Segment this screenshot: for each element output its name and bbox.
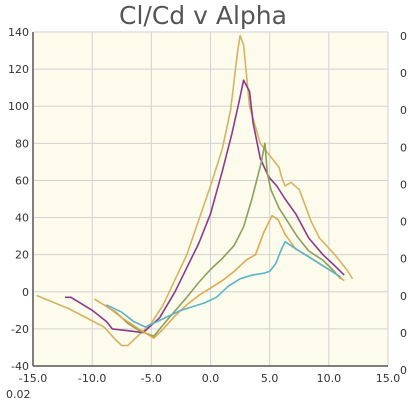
right-axis-tick-label: 0 [400, 216, 407, 229]
series-group [36, 34, 354, 347]
series-line-3 [103, 142, 342, 338]
x-tick-label: -10.0 [78, 372, 106, 385]
right-axis-tick-label: 0 [400, 178, 407, 191]
right-axis-tick-label: 0 [400, 30, 407, 43]
series-line-5 [106, 240, 342, 328]
axes [32, 32, 388, 367]
x-tick-label: -15.0 [19, 372, 47, 385]
x-tick-label: 10.0 [317, 372, 342, 385]
right-axis-tick-label: 0 [400, 327, 407, 340]
y-tick-label: 100 [8, 100, 29, 113]
y-tick-label: 60 [15, 174, 29, 187]
x-tick-label: 0.0 [202, 372, 220, 385]
right-axis-tick-label: 0 [400, 364, 407, 377]
y-tick-label: -20 [11, 323, 29, 336]
right-axis-tick-label: 0 [400, 141, 407, 154]
y-tick-label: 120 [8, 63, 29, 76]
right-axis-tick-label: 0 [400, 253, 407, 266]
right-axis-tick-label: 0 [400, 67, 407, 80]
right-axis-tick-label: 0 [400, 290, 407, 303]
series-line-1 [36, 34, 354, 347]
x-tick-label: 5.0 [261, 372, 279, 385]
tick-labels: -15.0 -10.0 -5.0 0.0 5.0 10.0 15.0 -40 -20 0 20 40 6… [8, 26, 407, 385]
y-tick-label: -40 [11, 360, 29, 373]
y-tick-label: 140 [8, 26, 29, 39]
corner-label: 0.02 [6, 388, 31, 401]
series-line-2 [64, 79, 345, 334]
y-tick-label: 80 [15, 137, 29, 150]
y-tick-label: 0 [22, 286, 29, 299]
x-tick-label: 15.0 [376, 372, 401, 385]
y-tick-label: 40 [15, 212, 29, 225]
right-axis-tick-label: 0 [400, 104, 407, 117]
x-tick-label: -5.0 [141, 372, 162, 385]
y-tick-label: 20 [15, 249, 29, 262]
chart-title: Cl/Cd v Alpha [119, 1, 287, 30]
